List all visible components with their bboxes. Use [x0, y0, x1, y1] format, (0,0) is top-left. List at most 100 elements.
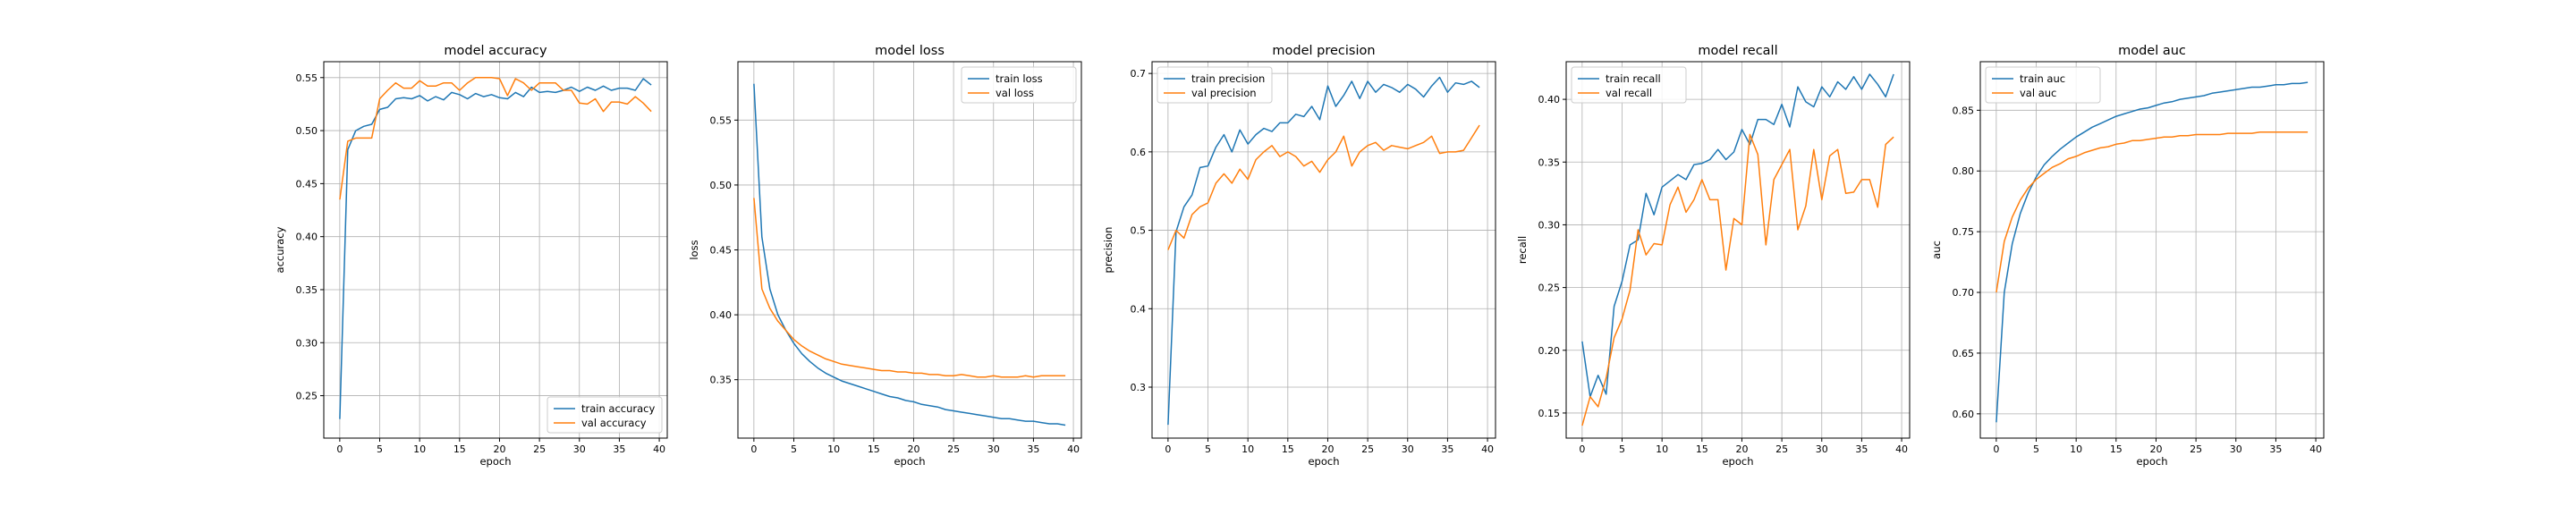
legend: train loss val loss: [961, 66, 1077, 104]
series-line-train: [1996, 81, 2309, 423]
legend-box: [547, 396, 663, 434]
x-tick-label: 30: [2230, 443, 2242, 455]
x-tick-label: 5: [2033, 443, 2039, 455]
x-tick-label: 20: [1321, 443, 1334, 455]
y-tick-label: 0.55: [296, 72, 318, 84]
legend-label: train recall: [1606, 72, 1661, 85]
x-tick-label: 0: [1993, 443, 1999, 455]
x-tick-label: 35: [2269, 443, 2282, 455]
legend-box: [961, 66, 1077, 104]
axes-frame: [1565, 61, 1911, 439]
x-tick-label: 35: [1855, 443, 1868, 455]
y-tick-label: 0.6: [1131, 147, 1147, 158]
y-axis-label: recall: [1516, 236, 1529, 264]
x-tick-label: 25: [947, 443, 960, 455]
legend-box: [1985, 66, 2101, 104]
x-axis-label: epoch: [1722, 455, 1753, 468]
x-tick-label: 35: [613, 443, 625, 455]
chart-title: model recall: [1698, 44, 1777, 58]
y-tick-label: 0.75: [1953, 226, 1975, 238]
chart-title: model accuracy: [444, 44, 547, 58]
chart-5: 0 5 10 15 20 25 30 35 40 0.60 0.65 0.70 0.75 0.80 0.85…: [1930, 44, 2325, 468]
series-line-val: [753, 198, 1066, 378]
x-tick-label: 5: [377, 443, 383, 455]
x-tick-label: 5: [1619, 443, 1625, 455]
x-tick-label: 20: [493, 443, 505, 455]
series-line-train: [1167, 76, 1480, 426]
x-tick-label: 25: [533, 443, 546, 455]
x-tick-label: 10: [1241, 443, 1254, 455]
x-tick-label: 15: [868, 443, 880, 455]
y-tick-label: 0.80: [1953, 165, 1975, 177]
legend: train auc val auc: [1985, 66, 2101, 104]
legend-label: val loss: [996, 87, 1034, 99]
x-tick-label: 40: [653, 443, 665, 455]
x-tick-label: 15: [453, 443, 466, 455]
y-tick-label: 0.45: [710, 245, 733, 257]
x-tick-label: 10: [413, 443, 426, 455]
legend-label: val recall: [1606, 87, 1652, 99]
x-axis-label: epoch: [894, 455, 925, 468]
series-line-val: [1996, 131, 2309, 293]
x-tick-label: 0: [750, 443, 757, 455]
x-tick-label: 25: [2190, 443, 2202, 455]
x-axis-label: epoch: [2136, 455, 2167, 468]
chart-1: 0 5 10 15 20 25 30 35 40 0.25 0.30 0.35 0.40 0.45 0.50…: [274, 44, 668, 468]
y-tick-label: 0.25: [1538, 283, 1561, 294]
x-tick-label: 10: [2070, 443, 2082, 455]
x-tick-label: 20: [907, 443, 919, 455]
x-tick-label: 20: [1735, 443, 1748, 455]
x-tick-label: 30: [1816, 443, 1828, 455]
chart-4: 0 5 10 15 20 25 30 35 40 0.15 0.20 0.25 0.30 0.35 0.40…: [1516, 44, 1911, 468]
x-tick-label: 25: [1775, 443, 1788, 455]
legend-box: [1157, 66, 1273, 104]
axes-frame: [1979, 61, 2325, 439]
y-tick-label: 0.40: [710, 309, 733, 321]
y-tick-label: 0.85: [1953, 105, 1975, 116]
x-tick-label: 30: [1402, 443, 1414, 455]
x-tick-label: 15: [2110, 443, 2123, 455]
x-tick-label: 20: [2149, 443, 2162, 455]
x-tick-label: 5: [791, 443, 797, 455]
x-tick-label: 5: [1205, 443, 1211, 455]
legend-label: train accuracy: [581, 402, 656, 415]
x-tick-label: 10: [1656, 443, 1668, 455]
y-tick-label: 0.30: [296, 337, 318, 349]
y-tick-label: 0.50: [710, 180, 733, 191]
y-axis-label: loss: [688, 240, 700, 259]
y-tick-label: 0.4: [1131, 303, 1147, 315]
legend-label: train loss: [996, 72, 1043, 85]
chart-title: model loss: [875, 44, 945, 58]
x-tick-label: 0: [1579, 443, 1585, 455]
x-tick-label: 30: [987, 443, 1000, 455]
series-line-val: [1167, 124, 1480, 250]
x-tick-label: 25: [1361, 443, 1374, 455]
y-tick-label: 0.3: [1131, 382, 1147, 393]
series-line-val: [339, 77, 652, 200]
y-tick-label: 0.40: [296, 232, 318, 243]
legend-label: train precision: [1191, 72, 1265, 85]
y-tick-label: 0.50: [296, 125, 318, 137]
x-tick-label: 40: [1067, 443, 1080, 455]
y-tick-label: 0.55: [710, 114, 733, 126]
x-tick-label: 35: [1027, 443, 1039, 455]
x-tick-label: 35: [1441, 443, 1453, 455]
series-line-train: [1581, 73, 1894, 398]
chart-title: model precision: [1272, 44, 1375, 58]
y-axis-label: auc: [1930, 241, 1943, 259]
chart-2: 0 5 10 15 20 25 30 35 40 0.35 0.40 0.45 0.50 0.55 mode…: [688, 44, 1082, 468]
axes-frame: [1151, 61, 1496, 439]
y-tick-label: 0.70: [1953, 287, 1975, 299]
x-tick-label: 30: [573, 443, 586, 455]
y-tick-label: 0.60: [1953, 409, 1975, 420]
y-tick-label: 0.7: [1131, 68, 1147, 80]
legend-label: val accuracy: [581, 417, 647, 429]
x-tick-label: 40: [2309, 443, 2322, 455]
legend-label: val auc: [2020, 87, 2056, 99]
y-tick-label: 0.30: [1538, 219, 1561, 231]
x-tick-label: 10: [827, 443, 840, 455]
chart-3: 0 5 10 15 20 25 30 35 40 0.3 0.4 0.5 0.6 0.7 model pre…: [1102, 44, 1496, 468]
y-axis-label: precision: [1102, 227, 1114, 274]
chart-title: model auc: [2118, 44, 2186, 58]
